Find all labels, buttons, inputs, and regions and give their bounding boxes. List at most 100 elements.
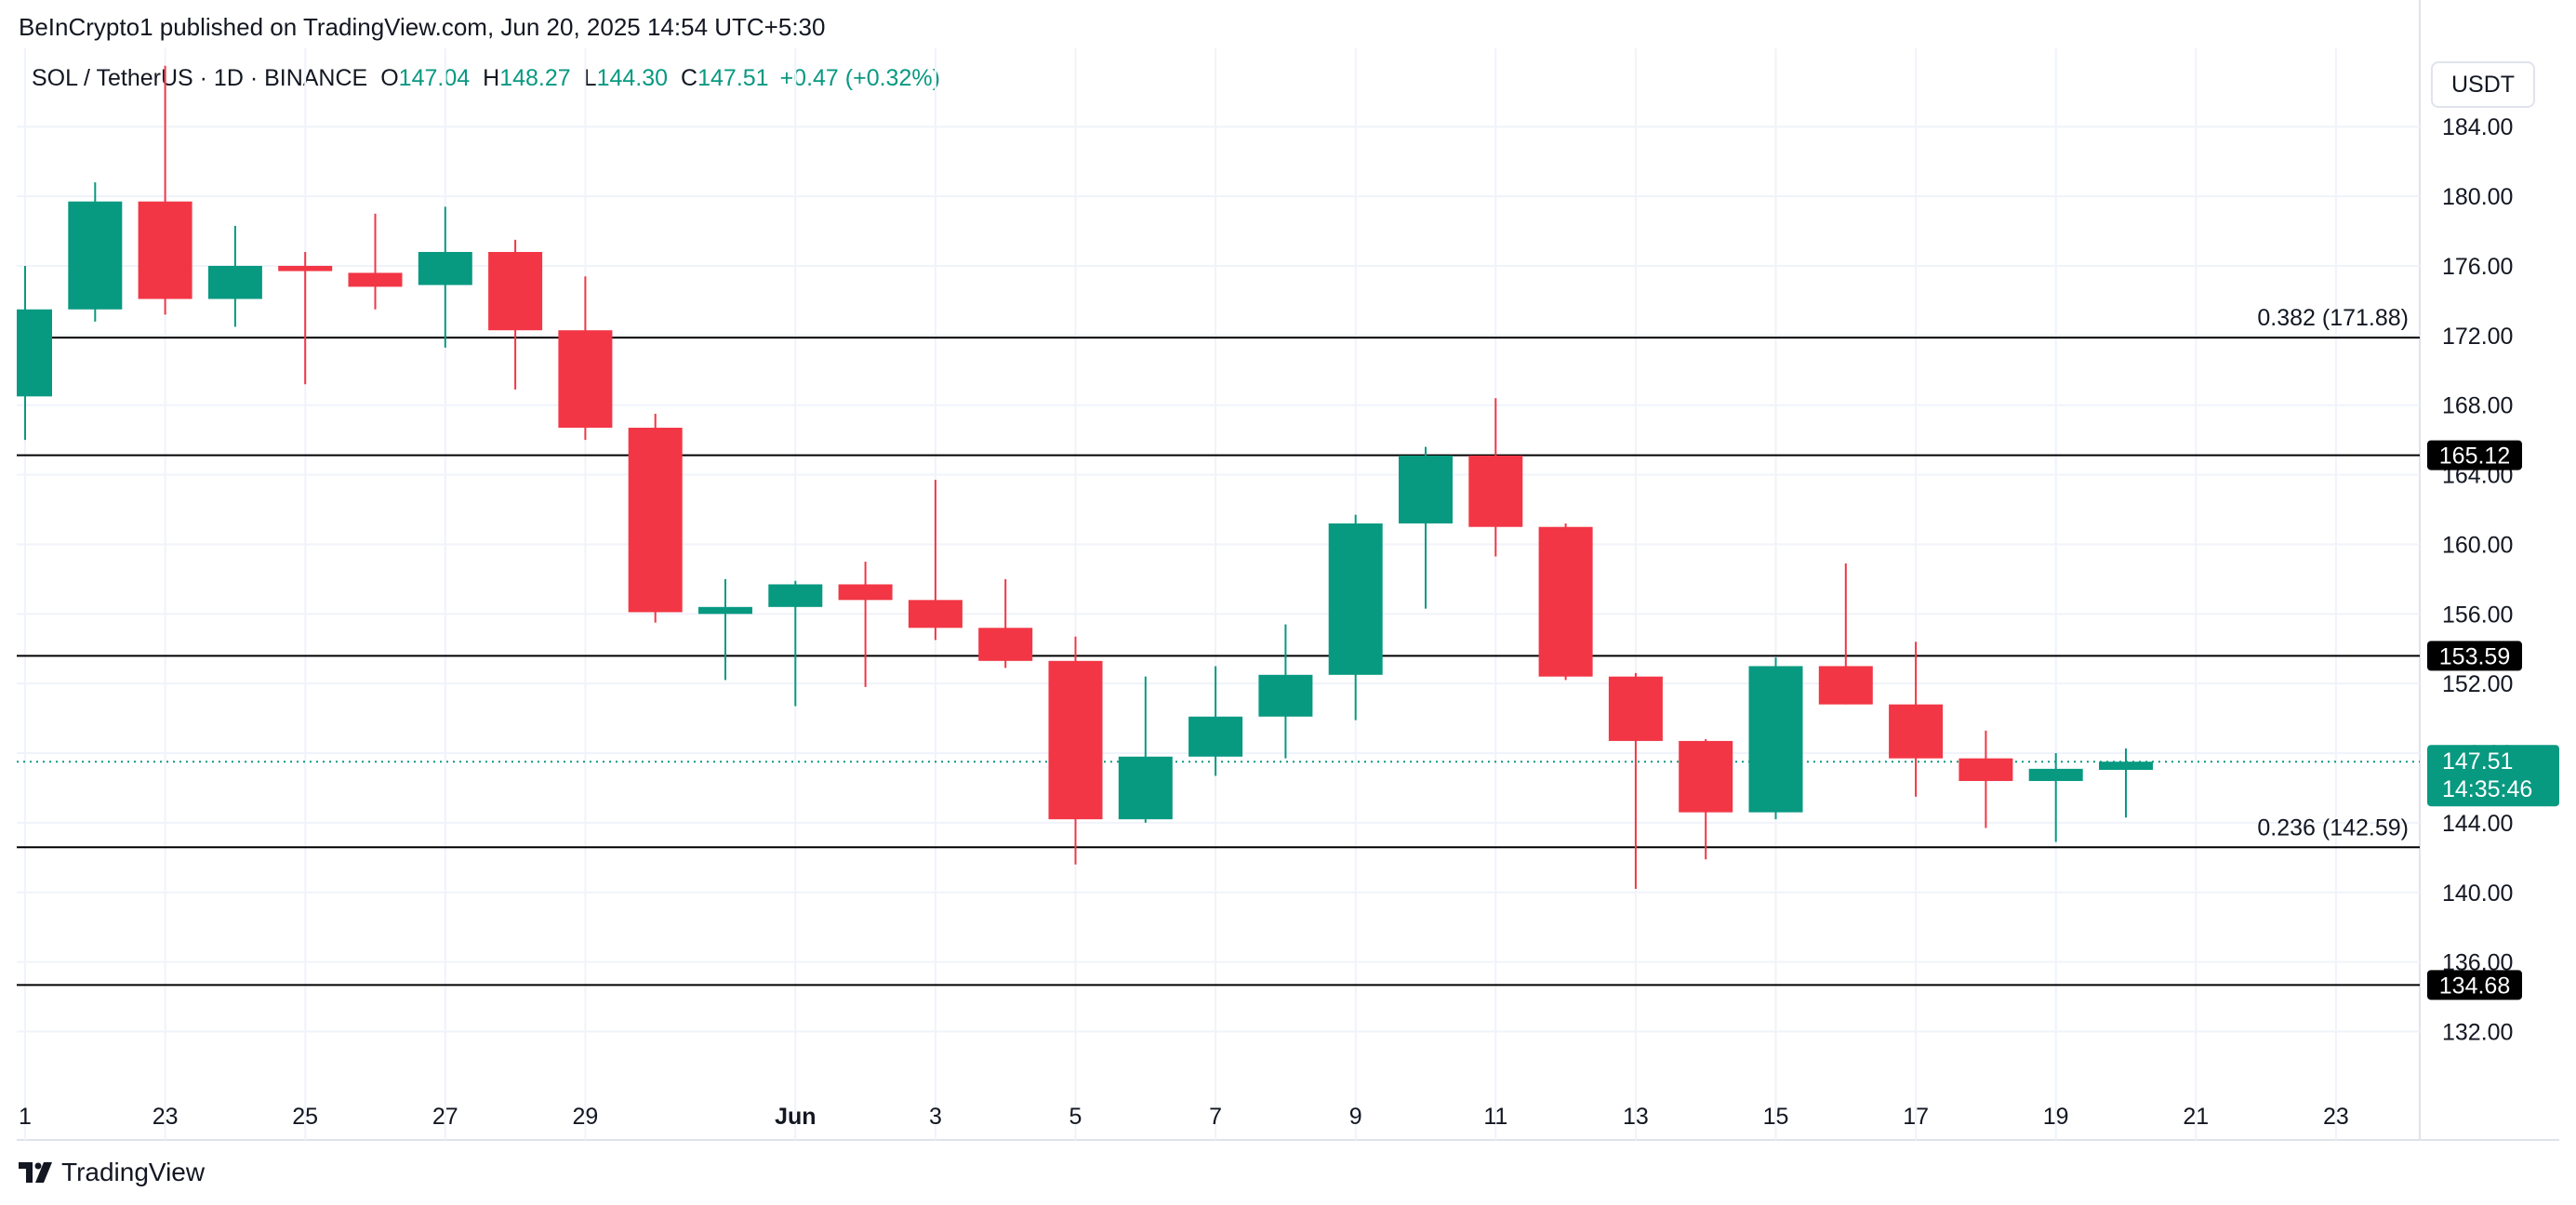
candle-body bbox=[1188, 716, 1243, 757]
candle-body bbox=[628, 428, 683, 613]
level-badge-label: 153.59 bbox=[2439, 643, 2510, 669]
countdown-label: 14:35:46 bbox=[2442, 776, 2532, 802]
x-tick-label: 1 bbox=[19, 1104, 32, 1130]
tradingview-logo-icon bbox=[19, 1162, 52, 1183]
y-tick-label: 140.00 bbox=[2442, 881, 2513, 907]
candle-body bbox=[1258, 674, 1313, 717]
x-tick-label: 5 bbox=[1069, 1104, 1082, 1130]
change-value: +0.47 (+0.32%) bbox=[779, 65, 940, 91]
candle-body bbox=[418, 251, 472, 285]
candle bbox=[418, 206, 472, 348]
candle-body bbox=[978, 628, 1033, 661]
candle-body bbox=[838, 584, 893, 601]
last-price-label: 147.51 bbox=[2442, 748, 2513, 775]
candle-body bbox=[138, 201, 193, 299]
chart-grid bbox=[17, 0, 2559, 1141]
close-value: 147.51 bbox=[697, 65, 769, 91]
last-price-badge bbox=[2427, 745, 2559, 807]
x-tick-label: 9 bbox=[1349, 1104, 1362, 1130]
y-tick-label: 144.00 bbox=[2442, 811, 2513, 837]
level-badge bbox=[2427, 970, 2522, 1000]
y-tick-label: 168.00 bbox=[2442, 393, 2513, 419]
candle bbox=[68, 182, 123, 322]
candle bbox=[138, 65, 193, 315]
x-tick-label: 27 bbox=[432, 1104, 458, 1130]
candle bbox=[1679, 739, 1733, 860]
x-tick-label: 17 bbox=[1903, 1104, 1929, 1130]
x-tick-label: 15 bbox=[1763, 1104, 1789, 1130]
open-label: O bbox=[380, 65, 399, 91]
candle bbox=[1959, 730, 2013, 828]
candle-body bbox=[1679, 740, 1733, 813]
high-value: 148.27 bbox=[499, 65, 571, 91]
x-tick-label: 29 bbox=[572, 1104, 598, 1130]
x-tick-label: 21 bbox=[2183, 1104, 2209, 1130]
candle-body bbox=[1959, 758, 2013, 781]
candle bbox=[1399, 446, 1453, 609]
y-tick-label: 172.00 bbox=[2442, 324, 2513, 350]
price-axis[interactable]: 132.00136.00140.00144.00148.00152.00156.… bbox=[2442, 114, 2513, 1045]
candle bbox=[207, 225, 262, 327]
candle bbox=[698, 578, 752, 681]
y-tick-label: 180.00 bbox=[2442, 184, 2513, 210]
candle-body bbox=[278, 265, 333, 271]
open-value: 147.04 bbox=[398, 65, 471, 91]
level-badge bbox=[2427, 641, 2522, 671]
candle-body bbox=[1608, 676, 1663, 741]
candle-body bbox=[17, 309, 52, 397]
candle-body bbox=[1048, 660, 1103, 820]
candle-body bbox=[1328, 523, 1383, 675]
candle-body bbox=[1538, 526, 1593, 677]
close-label: C bbox=[681, 65, 698, 91]
candle bbox=[488, 239, 543, 390]
candle bbox=[1118, 676, 1173, 823]
y-tick-label: 152.00 bbox=[2442, 671, 2513, 697]
fib-level-label: 0.382 (171.88) bbox=[2257, 305, 2409, 331]
candle bbox=[838, 562, 893, 687]
candle bbox=[2099, 748, 2153, 818]
candle-body bbox=[1118, 756, 1173, 820]
candle-body bbox=[2028, 768, 2083, 781]
x-tick-label: 13 bbox=[1623, 1104, 1649, 1130]
y-tick-label: 156.00 bbox=[2442, 602, 2513, 628]
low-value: 144.30 bbox=[596, 65, 669, 91]
candle-body bbox=[207, 265, 262, 299]
candle bbox=[978, 578, 1033, 669]
tradingview-footer[interactable]: TradingView bbox=[19, 1158, 205, 1187]
candle bbox=[2028, 753, 2083, 842]
y-tick-label: 132.00 bbox=[2442, 1019, 2513, 1045]
currency-button[interactable]: USDT bbox=[2431, 61, 2535, 108]
high-label: H bbox=[483, 65, 500, 91]
level-badge-label: 165.12 bbox=[2439, 444, 2510, 470]
candle bbox=[1889, 642, 1944, 797]
candle bbox=[908, 480, 963, 641]
candle-body bbox=[558, 330, 613, 429]
candle bbox=[278, 251, 333, 385]
time-axis[interactable]: 1 23 25 27 29 Jun 3 5 7 9 11 13 15 17 19 21 23 bbox=[19, 1104, 2349, 1130]
symbol-legend: SOL / TetherUS · 1D · BINANCE O147.04 H148… bbox=[32, 65, 940, 92]
candle bbox=[628, 414, 683, 623]
candle-body bbox=[1818, 666, 1873, 705]
x-tick-label: Jun bbox=[775, 1104, 816, 1130]
candlestick-series bbox=[17, 65, 2153, 890]
candle-body bbox=[2099, 761, 2153, 770]
x-tick-label: 11 bbox=[1483, 1104, 1507, 1130]
low-label: L bbox=[583, 65, 597, 91]
candle bbox=[348, 213, 403, 310]
x-tick-label: 25 bbox=[292, 1104, 318, 1130]
candle-body bbox=[1889, 704, 1944, 759]
candle-body bbox=[908, 600, 963, 629]
candle-body bbox=[1399, 455, 1453, 523]
candle bbox=[1608, 672, 1663, 890]
price-chart[interactable]: 0.382 (171.88)0.236 (142.59) 132.00136.0… bbox=[0, 0, 2576, 1153]
candle bbox=[1748, 657, 1803, 820]
level-badge bbox=[2427, 440, 2522, 470]
fib-level-label: 0.236 (142.59) bbox=[2257, 814, 2409, 841]
candle-body bbox=[488, 251, 543, 331]
symbol-name[interactable]: SOL / TetherUS · 1D · BINANCE bbox=[32, 65, 368, 91]
candle bbox=[1818, 563, 1873, 705]
y-tick-label: 184.00 bbox=[2442, 114, 2513, 140]
footer-brand: TradingView bbox=[61, 1158, 206, 1186]
y-tick-label: 160.00 bbox=[2442, 532, 2513, 558]
publisher-credit: BeInCrypto1 published on TradingView.com… bbox=[19, 13, 826, 41]
